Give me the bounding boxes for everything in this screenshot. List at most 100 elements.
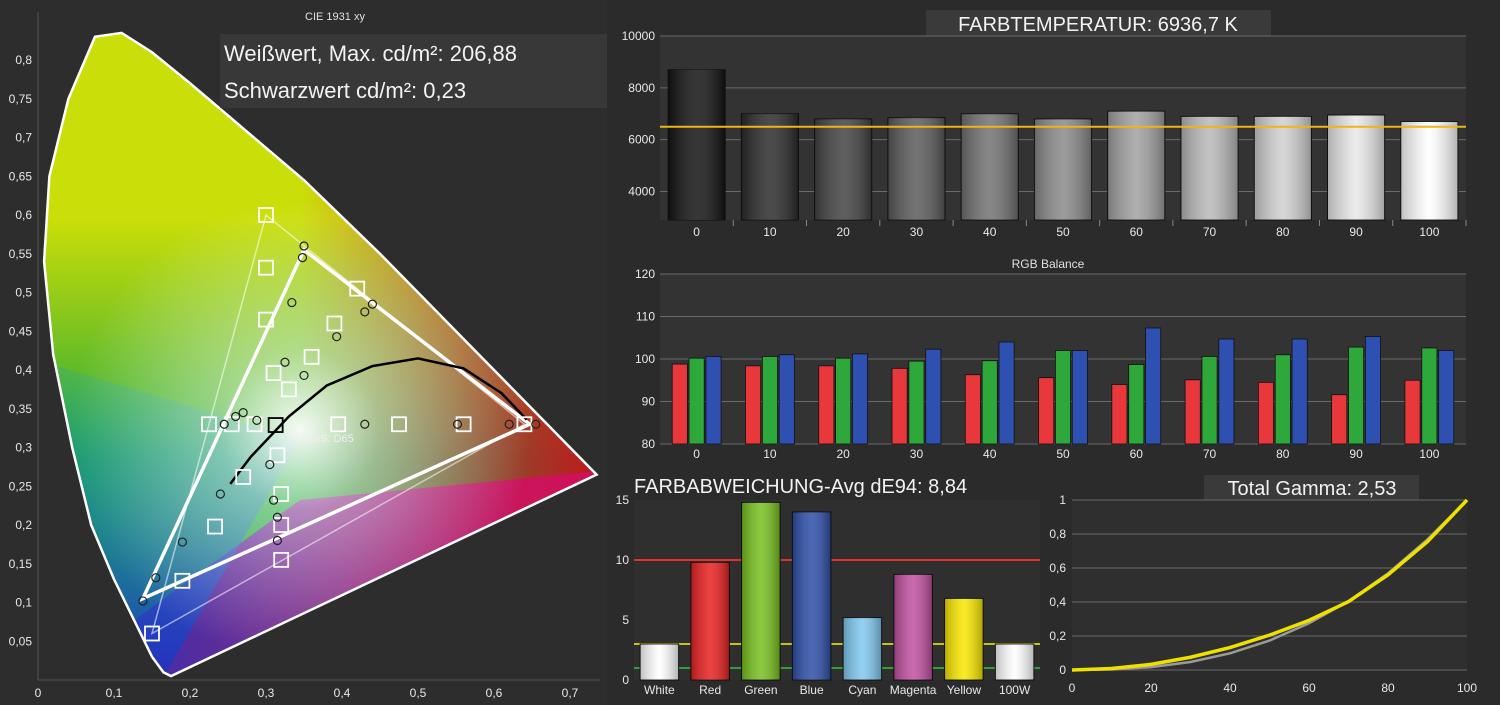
ct-bar-shading [1107,111,1165,220]
cie-diagram: 0 0,1 0,2 0,3 0,4 0,5 0,6 0,7 0,05 0,1 0,15 0,2 0,2… [0,0,608,705]
rgb-bar-blue [705,356,722,445]
rgb-x-tick: 0 [693,447,700,461]
rgb-x-tick: 50 [1056,447,1070,461]
ct-x-tick: 50 [1056,225,1070,239]
rgb-title: RGB Balance [1012,257,1085,271]
cie-y-tick: 0,05 [9,634,33,648]
delta-e-chart: FARBABWEICHUNG-Avg dE94: 8,84 0 5 10 15 Whi… [616,476,1040,697]
cie-measured-marker [215,489,225,499]
ct-bars [667,69,1459,221]
de-bar-shading [995,644,1034,680]
de-x-tick: Yellow [947,683,982,697]
cie-x-tick: 0,2 [182,686,199,700]
rgb-bar-green [981,360,998,445]
ct-x-tick: 80 [1276,225,1290,239]
cie-measured-marker [504,419,514,429]
cie-y-tick: 0,3 [15,441,32,455]
rgb-bar-red [1331,394,1348,445]
de-y-tick: 0 [622,673,629,687]
de-y-tick: 5 [622,613,629,627]
gamma-series-line [1071,498,1469,672]
rgb-x-tick: 60 [1130,447,1144,461]
cie-info-box [220,34,608,108]
gamma-chart: Total Gamma: 2,53 0 0,2 0,4 0,6 0,8 1 0 20 40 60… [1049,475,1477,695]
cie-y-tick: 0,25 [9,479,33,493]
rgb-bar-green [1274,354,1291,445]
cie-target-marker [201,416,217,433]
cie-x-tick: 0,4 [334,686,351,700]
cie-y-tick: 0,65 [9,169,33,183]
cie-target-marker [280,381,297,398]
ct-x-tick: 70 [1203,225,1217,239]
rgb-y-tick: 120 [635,267,655,281]
cie-target-marker [455,416,472,433]
rgb-y-tick: 100 [635,352,655,366]
cie-y-tick: 0,7 [15,131,32,145]
ct-y-tick: 4000 [628,184,655,198]
cie-x-tick: 0,7 [562,686,579,700]
cie-y-tick: 0,4 [15,363,32,377]
gamma-plot-area [1072,500,1467,670]
cie-y-tick: 0,5 [15,286,32,300]
cie-measured-marker [231,411,241,422]
cie-measured-marker [299,370,309,381]
rgb-bar-green [1128,364,1145,445]
rgb-bar-red [671,363,688,445]
cie-target-marker [303,348,320,365]
de-bar-shading [741,502,781,680]
ct-x-tick: 20 [837,225,851,239]
de-bar-shading [944,598,984,680]
gamma-lines [1071,498,1469,672]
rgb-bar-blue [1291,338,1308,445]
rgb-bar-blue [1218,338,1235,445]
cie-x-tick: 0 [35,686,42,700]
de-x-tick: Blue [800,683,824,697]
cie-measured-marker [360,307,370,317]
ct-bar-shading [1034,118,1092,220]
rgb-bar-green [761,356,778,445]
ct-bar-shading [1400,121,1458,220]
cie-target-marker [258,259,274,276]
rgb-bar-red [818,365,835,445]
cie-target-marker [349,280,366,297]
white-level-label: Weißwert, Max. cd/m²: 206,88 [224,41,517,66]
gamma-title-box [1204,475,1419,501]
de-y-tick: 10 [616,553,630,567]
cie-target-marker [258,311,274,328]
cie-measured-marker [332,332,342,342]
cie-y-tick: 0,2 [15,518,32,532]
rgb-balance-chart: RGB Balance 80 90 100 110 120 0 10 20 30 40 50 60 7… [635,257,1466,461]
rgb-bar-red [1111,384,1128,445]
cie-target-marker [144,625,160,642]
cie-y-ticks: 0,05 0,1 0,15 0,2 0,25 0,3 0,35 0,4 0,45 0,5 0,55 0… [9,53,33,648]
cie-x-tick: 0,3 [258,686,275,700]
ct-y-ticks: 4000 6000 8000 10000 [622,29,656,198]
ct-bar-shading [741,113,799,220]
ct-x-tick: 100 [1419,225,1439,239]
cie-target-marker [391,416,407,433]
de-bar-shading [792,512,831,680]
gamma-y-tick: 0,6 [1049,561,1066,575]
de-bars [639,501,1035,681]
cie-y-tick: 0,8 [15,53,32,67]
cie-target-points [144,207,533,642]
de-y-tick: 15 [616,493,630,507]
cie-measured-marker [287,297,297,308]
rgb-y-tick: 110 [636,310,655,324]
de-bar-shading [893,574,933,680]
cie-measured-marker [360,419,370,429]
gamma-y-tick: 0,4 [1049,595,1066,609]
rgb-x-tick: 80 [1276,447,1290,461]
cie-measured-marker [265,459,275,470]
cie-measured-marker [531,419,541,429]
rgb-bar-green [688,357,705,445]
ct-x-tick: 30 [910,225,924,239]
cie-measured-marker [452,419,463,429]
rgb-bar-green [1421,347,1438,445]
weiss-d65-label: WEISS: D65 [292,433,354,445]
gamma-x-ticks: 0 20 40 60 80 100 [1069,681,1478,695]
ct-y-tick: 10000 [622,29,656,43]
ct-bar-shading [961,113,1019,220]
cie-measured-marker [269,495,279,505]
de-x-tick: 100W [999,683,1031,697]
